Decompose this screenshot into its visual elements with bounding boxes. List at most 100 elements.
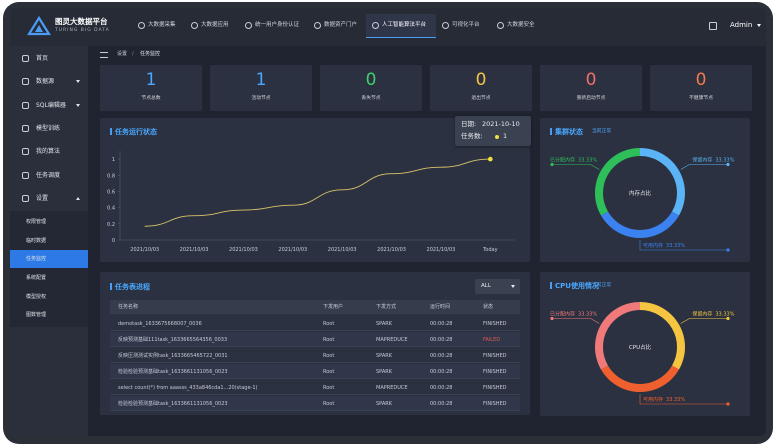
pie-slice: [595, 148, 640, 216]
leader-dot: [726, 316, 730, 321]
stat-label: 节点总数: [141, 96, 161, 101]
table-header-cell: 下发方式: [376, 304, 397, 310]
y-tick-label: 0.2: [107, 222, 115, 228]
stat-value: 0: [585, 70, 597, 90]
x-tick-label: 2021/10/03: [180, 247, 209, 253]
stat-label: 活动节点: [251, 96, 271, 101]
user-name[interactable]: Admin: [730, 21, 753, 29]
breadcrumb-icon: [100, 52, 108, 58]
panel: [540, 272, 750, 416]
sidebar-item[interactable]: 设置: [36, 194, 49, 202]
table-cell: Root: [323, 321, 335, 327]
menu-icon: [709, 22, 717, 30]
pie-label: 已分配内存 33.33%: [550, 157, 597, 164]
table-row: [110, 332, 520, 347]
tooltip: [455, 116, 531, 146]
submenu-item[interactable]: 任务监控: [26, 256, 47, 263]
y-tick-label: 0: [112, 238, 115, 244]
nav-active-bg: [366, 14, 436, 38]
stat-card: [650, 65, 752, 111]
submenu-item[interactable]: 图数管理: [26, 312, 47, 319]
sidebar-icon: [22, 124, 29, 132]
pie-slice: [640, 148, 685, 216]
y-tick-label: 0.8: [107, 173, 115, 179]
tooltip-date: 2021-10-10: [482, 120, 520, 128]
table-cell: 00:00:28: [430, 321, 453, 327]
panel-title-bar: [550, 282, 552, 289]
pie-slice: [640, 302, 685, 370]
submenu-item[interactable]: 权限管理: [26, 219, 47, 226]
tooltip-dot: [495, 134, 499, 139]
sidebar-item[interactable]: SQL编辑器: [36, 101, 66, 109]
pie-label-value: 33.33%: [715, 312, 734, 318]
pie-label-value: 33.33%: [578, 312, 597, 318]
nav-item[interactable]: 人工智能算法平台: [382, 22, 427, 28]
nav-item[interactable]: 大数据安全: [507, 22, 535, 28]
nav-icon: [245, 22, 252, 29]
panel-title-bar: [110, 128, 112, 135]
table-row: [110, 380, 520, 395]
leader-dot: [550, 316, 554, 321]
table-cell: 反映压测测试实例task_1633665465722_0031: [118, 353, 228, 359]
panel-title: 集群状态: [555, 127, 583, 136]
stat-label: 退出节点: [471, 96, 491, 101]
leader-line: [639, 240, 728, 251]
sidebar-item[interactable]: 首页: [36, 55, 49, 62]
filter-value[interactable]: ALL: [481, 282, 491, 289]
table-cell: 00:00:28: [430, 369, 453, 375]
pie-label: 保留内存 33.33%: [692, 157, 734, 164]
sidebar-item[interactable]: 模型训练: [36, 124, 61, 132]
panel-title: 任务运行状态: [115, 127, 157, 136]
nav-icon: [138, 22, 145, 29]
nav-item[interactable]: 统一用户身份认证: [255, 22, 300, 28]
x-tick-label: 2021/10/03: [377, 247, 406, 253]
nav-icon: [191, 22, 198, 29]
x-tick-label: Today: [482, 247, 498, 253]
submenu-item[interactable]: 临时数据: [26, 237, 47, 244]
stat-card: [100, 65, 202, 111]
nav-item[interactable]: 数据资产门户: [324, 22, 358, 28]
stat-label: 不健康节点: [689, 96, 713, 101]
stat-label: 重新启动节点: [576, 96, 606, 101]
nav-item[interactable]: 大数据采集: [148, 22, 176, 28]
sidebar-item[interactable]: 我的算法: [36, 148, 61, 156]
table-cell: Root: [323, 353, 335, 359]
pie-label-value: 33.33%: [578, 158, 597, 164]
user-caret: [757, 24, 761, 27]
sidebar-item[interactable]: 任务调度: [36, 171, 61, 179]
pie-slice: [601, 365, 679, 392]
nav-item[interactable]: 可视化平台: [452, 22, 480, 28]
table-cell: 00:00:28: [430, 337, 453, 343]
breadcrumb-sep: /: [132, 51, 134, 57]
sidebar-item[interactable]: 数据源: [36, 78, 55, 86]
x-tick-label: 2021/10/03: [328, 247, 357, 253]
app-subtitle: TURING BIG DATA: [55, 28, 110, 33]
leader-line: [552, 318, 600, 324]
stat-value: 1: [255, 70, 267, 90]
nav-icon: [497, 22, 504, 29]
sidebar-icon: [22, 55, 29, 62]
nav-item[interactable]: 大数据应用: [201, 22, 229, 28]
x-tick-label: 2021/10/03: [130, 247, 159, 253]
pie-label-value: 33.33%: [666, 243, 685, 249]
submenu-item[interactable]: 模型授权: [26, 293, 47, 300]
pie-label-name: 可用内存: [643, 242, 663, 249]
submenu-item[interactable]: 系统配置: [26, 274, 47, 281]
table-cell: 检验检验预测基础task_1633661131056_0023: [118, 369, 228, 375]
table-cell: SPARK: [376, 321, 393, 327]
table-header-row: [110, 300, 520, 314]
nav-icon: [442, 22, 449, 29]
table-cell: Root: [323, 385, 335, 391]
x-tick-label: 2021/10/03: [229, 247, 258, 253]
table-cell: 00:00:28: [430, 401, 453, 407]
pie-center-label: CPU占比: [629, 343, 652, 351]
filter-select[interactable]: [475, 279, 520, 294]
table-cell: 00:00:28: [430, 353, 453, 359]
pie-label: 已分配内存 33.33%: [550, 311, 597, 318]
table-cell: Root: [323, 369, 335, 375]
pie-label: 可用内存 33.33%: [643, 242, 685, 249]
breadcrumb-item[interactable]: 设置: [117, 51, 128, 57]
table-header-cell: 状态: [483, 304, 494, 310]
table-cell: select count(*) from aaasss_433a846cda1.…: [118, 385, 258, 391]
leader-line: [680, 318, 728, 324]
